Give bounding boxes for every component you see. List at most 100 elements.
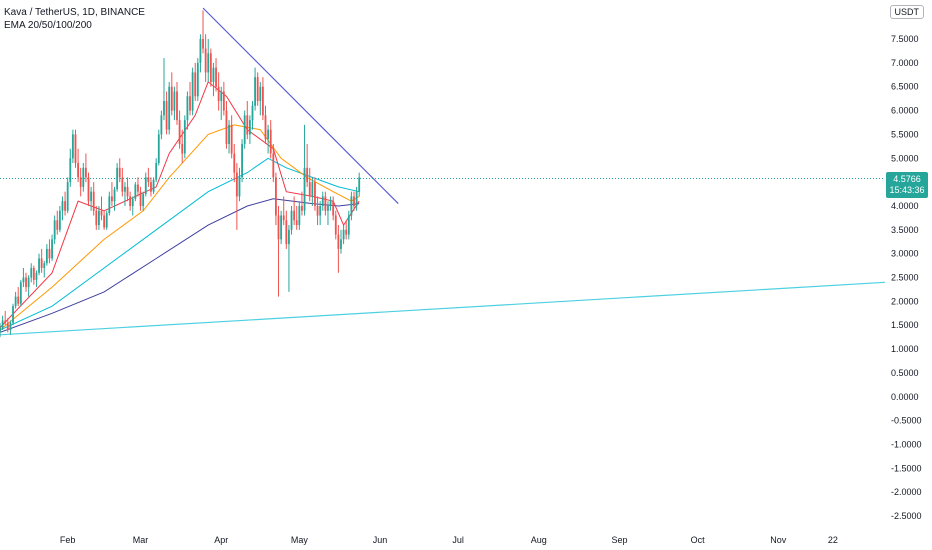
candle-body (327, 205, 329, 211)
y-tick-label: 3.5000 (891, 225, 919, 235)
candle-body (209, 53, 212, 82)
candle-body (129, 196, 132, 206)
candle-body (66, 182, 69, 211)
candle-body (181, 143, 184, 154)
y-tick-label: 6.0000 (891, 106, 919, 116)
x-tick-label: Apr (214, 535, 228, 545)
candle-body (4, 320, 7, 323)
candle-body (30, 268, 33, 278)
candle-body (165, 101, 168, 130)
ema-50-line (0, 124, 360, 331)
y-tick-label: -2.0000 (891, 487, 922, 497)
candle-body (12, 306, 14, 323)
candle-body (61, 201, 64, 211)
candle-body (43, 263, 46, 268)
candle-body (189, 96, 191, 111)
y-tick-label: -0.5000 (891, 416, 922, 426)
candle-body (340, 239, 342, 249)
candle-body (347, 215, 350, 235)
candle-body (58, 210, 61, 230)
candle-body (235, 172, 238, 197)
candle-body (301, 205, 303, 211)
x-tick-label: Nov (770, 535, 787, 545)
candle-body (134, 184, 137, 199)
candle-body (126, 186, 129, 197)
candle-body (111, 196, 113, 202)
candle-body (220, 91, 223, 102)
candle-body (212, 67, 215, 82)
candle-body (238, 177, 241, 197)
y-tick-label: -1.0000 (891, 440, 922, 450)
candle-body (350, 196, 353, 216)
candle-body (217, 86, 220, 102)
candle-body (121, 177, 124, 192)
candle-body (241, 143, 243, 178)
candle-body (176, 91, 178, 121)
candle-body (108, 196, 111, 214)
candle-body (334, 215, 337, 235)
overlay-lines (0, 7, 886, 336)
candle-body (186, 96, 189, 121)
ascending-trendline (0, 281, 886, 336)
candle-body (285, 220, 288, 245)
countdown-label: 15:43:36 (889, 185, 925, 196)
candle-body (259, 86, 262, 102)
candle-body (82, 167, 85, 187)
candle-body (142, 194, 145, 206)
candle-body (228, 124, 230, 144)
y-tick-label: 1.0000 (891, 344, 919, 354)
x-tick-label: May (291, 535, 309, 545)
candle-body (168, 86, 171, 130)
candle-body (202, 39, 204, 49)
x-axis-labels: Feb Mar Apr May Jun Jul Aug Sep Oct Nov 22 (60, 535, 838, 545)
candle-body (147, 177, 150, 183)
x-tick-label: 22 (828, 535, 838, 545)
candle-body (264, 115, 267, 140)
x-tick-label: Feb (60, 535, 76, 545)
candle-body (337, 234, 340, 249)
candle-body (316, 205, 319, 216)
candle-body (191, 72, 194, 111)
candle-body (84, 167, 87, 178)
candle-body (282, 215, 285, 221)
candle-body (35, 272, 38, 280)
y-tick-label: 2.0000 (891, 296, 919, 306)
last-price-label: 4.5766 (893, 174, 921, 185)
candle-body (248, 120, 251, 135)
x-tick-label: Aug (531, 535, 547, 545)
candle-body (194, 72, 197, 97)
candle-body (173, 91, 176, 111)
candle-body (48, 248, 51, 259)
candle-body (103, 215, 106, 228)
y-axis-labels: 8.00007.50007.00006.50006.00005.50005.00… (891, 10, 922, 521)
currency-button[interactable]: USDT (889, 5, 924, 19)
candle-body (124, 186, 126, 192)
candle-body (230, 124, 233, 154)
x-tick-label: Oct (691, 535, 706, 545)
candle-body (40, 258, 43, 268)
candle-body (1, 320, 4, 328)
y-tick-label: 4.0000 (891, 201, 919, 211)
candle-body (105, 213, 108, 228)
x-tick-label: Sep (611, 535, 627, 545)
candle-body (69, 158, 72, 183)
candle-body (9, 322, 12, 331)
candle-body (222, 91, 225, 111)
candle-body (342, 229, 345, 240)
candle-body (353, 196, 355, 206)
candle-body (178, 120, 181, 144)
candle-body (157, 134, 160, 164)
y-tick-label: 2.5000 (891, 273, 919, 283)
candle-body (293, 210, 296, 221)
last-price-tag: 4.5766 15:43:36 (886, 172, 928, 199)
candle-body (288, 229, 290, 245)
candle-body (251, 105, 254, 121)
candle-body (53, 220, 56, 240)
candle-body (267, 129, 270, 140)
x-tick-label: Mar (133, 535, 149, 545)
candle-body (98, 210, 100, 226)
candle-body (155, 163, 158, 180)
candle-body (71, 134, 74, 159)
